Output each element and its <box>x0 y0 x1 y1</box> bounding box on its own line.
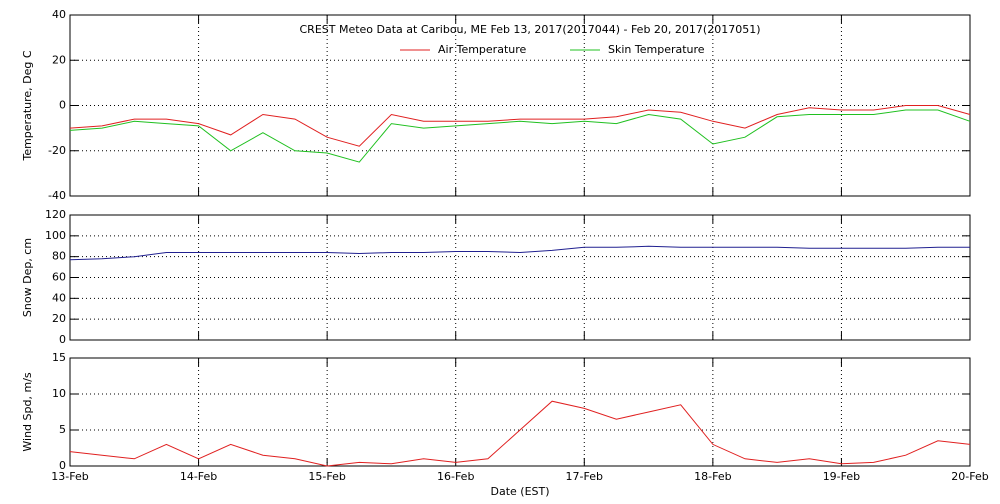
y-tick-label: 60 <box>52 271 66 284</box>
x-tick-label: 16-Feb <box>437 470 474 483</box>
plot-frame <box>69 357 971 467</box>
y-axis-label: Snow Dep, cm <box>21 238 34 317</box>
legend-label: Air Temperature <box>438 43 527 56</box>
x-tick-label: 15-Feb <box>308 470 345 483</box>
y-tick-label: 0 <box>59 99 66 112</box>
y-tick-label: 100 <box>45 229 66 242</box>
y-tick-label: 10 <box>52 387 66 400</box>
x-tick-label: 20-Feb <box>951 470 988 483</box>
y-tick-label: 120 <box>45 208 66 221</box>
y-axis-label: Wind Spd, m/s <box>21 372 34 452</box>
y-tick-label: -40 <box>48 189 66 202</box>
y-tick-label: 40 <box>52 291 66 304</box>
y-tick-label: 15 <box>52 351 66 364</box>
series-line <box>69 245 970 261</box>
y-tick-label: 20 <box>52 53 66 66</box>
x-tick-label: 13-Feb <box>51 470 88 483</box>
legend-label: Skin Temperature <box>608 43 705 56</box>
series-line <box>69 105 971 147</box>
x-tick-label: 14-Feb <box>180 470 217 483</box>
series-line <box>69 400 971 467</box>
x-tick-label: 18-Feb <box>694 470 731 483</box>
y-tick-label: 0 <box>59 459 66 472</box>
y-axis-label: Temperature, Deg C <box>21 50 34 161</box>
x-tick-label: 17-Feb <box>566 470 603 483</box>
series-line <box>69 109 971 163</box>
y-tick-label: 5 <box>59 423 66 436</box>
y-tick-label: 0 <box>59 333 66 346</box>
y-tick-label: 40 <box>52 8 66 21</box>
x-tick-label: 19-Feb <box>823 470 860 483</box>
y-tick-label: -20 <box>48 144 66 157</box>
y-tick-label: 20 <box>52 312 66 325</box>
chart-title: CREST Meteo Data at Caribou, ME Feb 13, … <box>300 23 761 36</box>
x-axis-label: Date (EST) <box>490 485 549 498</box>
y-tick-label: 80 <box>52 250 66 263</box>
